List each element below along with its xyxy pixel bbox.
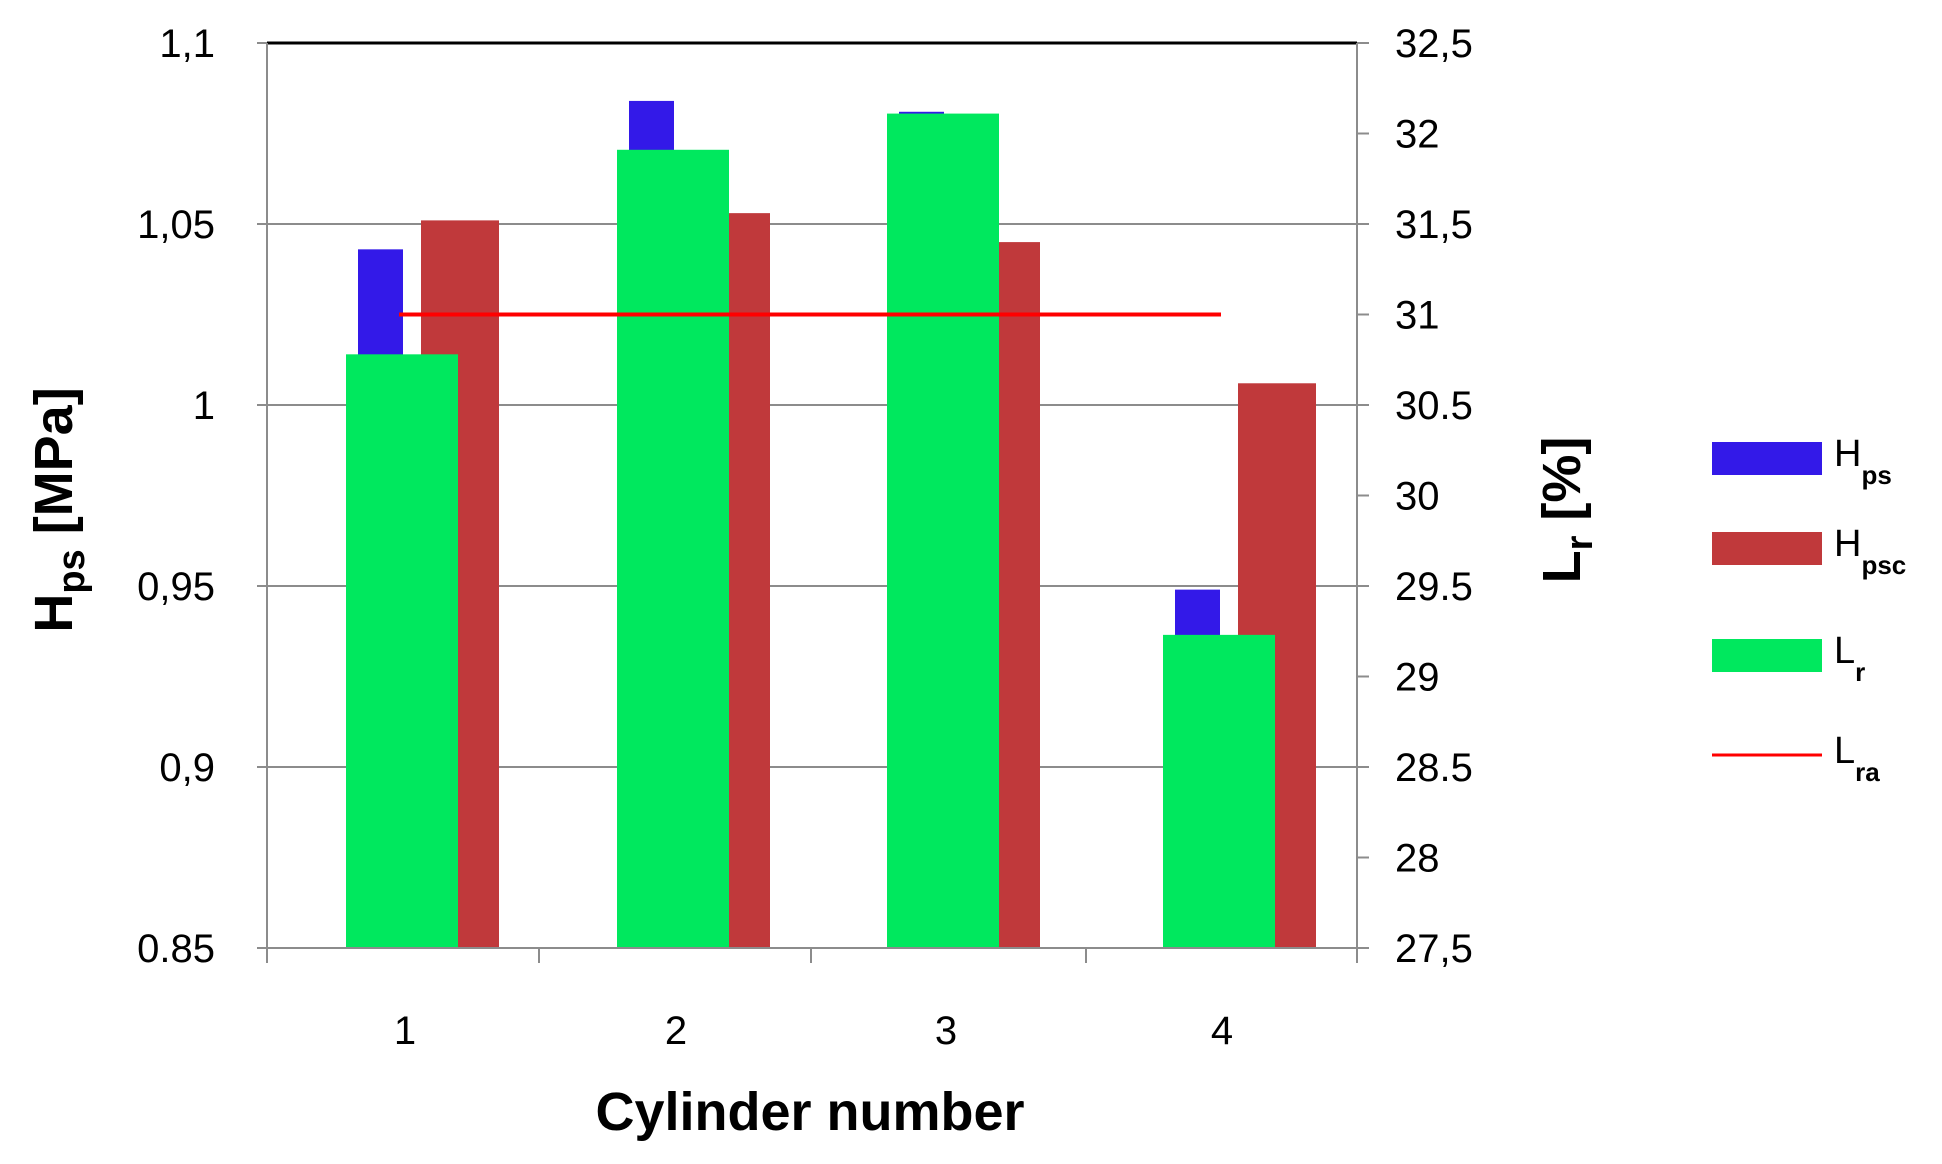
y-right-axis-title-sub: r: [1559, 535, 1601, 550]
legend-label-hpsc: Hpsc: [1834, 523, 1906, 580]
x-tick-label: 1: [394, 1009, 416, 1053]
y-right-tick-label: 30.5: [1395, 384, 1473, 428]
y-right-axis-title-unit: [%]: [1532, 437, 1592, 536]
y-right-axis-title-main: L: [1532, 550, 1592, 583]
y-right-axis-title: Lr [%]: [1532, 437, 1601, 584]
x-axis-title: Cylinder number: [595, 1082, 1024, 1142]
y-right-tick-label: 32: [1395, 113, 1440, 157]
y-right-tick-label: 29: [1395, 656, 1440, 700]
y-left-axis-title-unit: [MPa]: [24, 387, 84, 549]
bars: [346, 100, 1316, 949]
y-left-tick-label: 1,05: [137, 203, 215, 247]
y-right-tick-label: 32,5: [1395, 22, 1473, 66]
y-right-tick-label: 30: [1395, 475, 1440, 519]
bar-lr-4: [1163, 634, 1275, 948]
bar-lr-1: [346, 354, 458, 948]
x-tick-label: 3: [935, 1009, 957, 1053]
y-right-tick-label: 28: [1395, 837, 1440, 881]
y-left-tick-label: 0,9: [159, 746, 215, 790]
legend-swatch-lr: [1712, 639, 1822, 672]
y-left-axis-title-sub: ps: [51, 549, 93, 593]
y-right-tick-label: 31,5: [1395, 203, 1473, 247]
y-left-axis-title-main: H: [24, 594, 84, 633]
y-right-tick-label: 28.5: [1395, 746, 1473, 790]
legend-swatch-hpsc: [1712, 532, 1822, 565]
tick-labels: 0.85 0,9 0,95 1 1,05 1,1 27,5 28 28.5 29 29.5 30 30.…: [137, 22, 1473, 1053]
y-left-tick-label: 0,95: [137, 565, 215, 609]
y-left-tick-label: 1,1: [159, 22, 215, 66]
legend-label-lra: Lra: [1834, 730, 1880, 787]
legend: Hps Hpsc Lr Lra: [1712, 433, 1906, 787]
legend-label-hps: Hps: [1834, 433, 1892, 490]
y-left-tick-label: 1: [193, 384, 215, 428]
y-right-tick-label: 27,5: [1395, 927, 1473, 971]
legend-swatch-hps: [1712, 442, 1822, 475]
y-left-axis-title: Hps [MPa]: [24, 387, 93, 632]
y-right-tick-label: 31: [1395, 294, 1440, 338]
x-tick-label: 2: [665, 1009, 687, 1053]
y-left-tick-label: 0.85: [137, 927, 215, 971]
legend-label-lr: Lr: [1834, 630, 1865, 687]
axes: [257, 42, 1369, 963]
bar-lr-2: [617, 149, 729, 949]
bar-lr-3: [887, 113, 999, 949]
x-tick-label: 4: [1211, 1009, 1233, 1053]
y-right-tick-label: 29.5: [1395, 565, 1473, 609]
